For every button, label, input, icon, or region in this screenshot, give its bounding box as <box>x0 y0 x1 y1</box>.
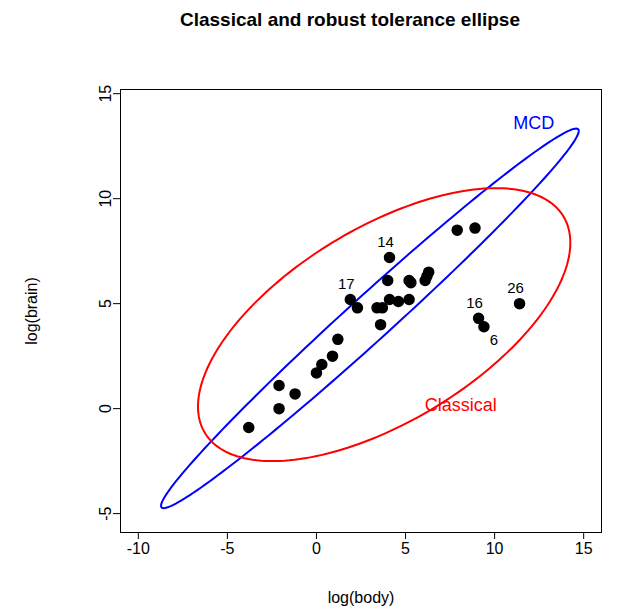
svg-text:log(brain): log(brain) <box>23 277 40 345</box>
svg-text:15: 15 <box>575 540 593 557</box>
svg-text:5: 5 <box>97 299 114 308</box>
svg-text:-5: -5 <box>97 506 114 520</box>
svg-text:26: 26 <box>507 279 524 296</box>
svg-text:5: 5 <box>401 540 410 557</box>
svg-text:-10: -10 <box>127 540 150 557</box>
svg-text:15: 15 <box>97 85 114 103</box>
svg-text:6: 6 <box>490 331 498 348</box>
svg-text:0: 0 <box>312 540 321 557</box>
svg-text:16: 16 <box>466 294 483 311</box>
svg-text:10: 10 <box>486 540 504 557</box>
svg-text:MCD: MCD <box>513 113 554 133</box>
svg-text:14: 14 <box>377 233 394 250</box>
svg-text:10: 10 <box>97 190 114 208</box>
html-text:Classical and robust tolerance: Classical and robust tolerance ellipse <box>180 9 520 30</box>
svg-text:log(body): log(body) <box>328 589 395 606</box>
svg-text:-5: -5 <box>220 540 234 557</box>
svg-text:0: 0 <box>97 404 114 413</box>
svg-text:17: 17 <box>338 275 355 292</box>
svg-text:Classical: Classical <box>425 395 497 415</box>
